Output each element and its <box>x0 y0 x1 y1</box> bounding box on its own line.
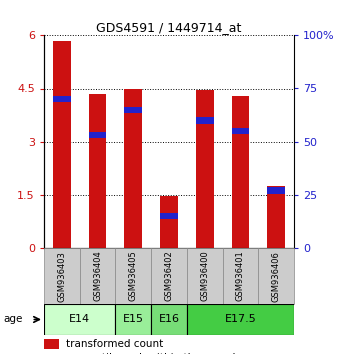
Text: age: age <box>3 314 23 325</box>
Text: GSM936402: GSM936402 <box>165 251 173 302</box>
Bar <box>44 248 80 304</box>
Bar <box>44 304 115 335</box>
Title: GDS4591 / 1449714_at: GDS4591 / 1449714_at <box>96 21 242 34</box>
Bar <box>267 187 285 194</box>
Bar <box>124 88 142 248</box>
Bar <box>223 248 258 304</box>
Bar <box>196 117 214 124</box>
Bar <box>160 196 178 248</box>
Bar <box>151 304 187 335</box>
Bar <box>187 304 294 335</box>
Text: E15: E15 <box>123 314 144 325</box>
Text: GSM936406: GSM936406 <box>272 251 281 302</box>
Text: GSM936400: GSM936400 <box>200 251 209 302</box>
Bar <box>53 41 71 248</box>
Bar <box>160 213 178 219</box>
Text: E16: E16 <box>159 314 179 325</box>
Text: GSM936405: GSM936405 <box>129 251 138 302</box>
Bar <box>115 248 151 304</box>
Bar <box>258 248 294 304</box>
Bar <box>267 186 285 248</box>
Bar <box>44 339 59 349</box>
Bar <box>124 107 142 113</box>
Bar <box>80 248 115 304</box>
Bar <box>53 96 71 102</box>
Bar <box>187 248 223 304</box>
Text: GSM936403: GSM936403 <box>57 251 66 302</box>
Text: percentile rank within the sample: percentile rank within the sample <box>67 353 242 354</box>
Text: E17.5: E17.5 <box>224 314 256 325</box>
Bar <box>151 248 187 304</box>
Text: GSM936401: GSM936401 <box>236 251 245 302</box>
Text: transformed count: transformed count <box>67 339 164 349</box>
Bar <box>232 128 249 134</box>
Text: E14: E14 <box>69 314 90 325</box>
Bar <box>232 96 249 248</box>
Bar <box>196 90 214 248</box>
Bar <box>89 132 106 138</box>
Bar <box>115 304 151 335</box>
Text: GSM936404: GSM936404 <box>93 251 102 302</box>
Bar <box>89 94 106 248</box>
